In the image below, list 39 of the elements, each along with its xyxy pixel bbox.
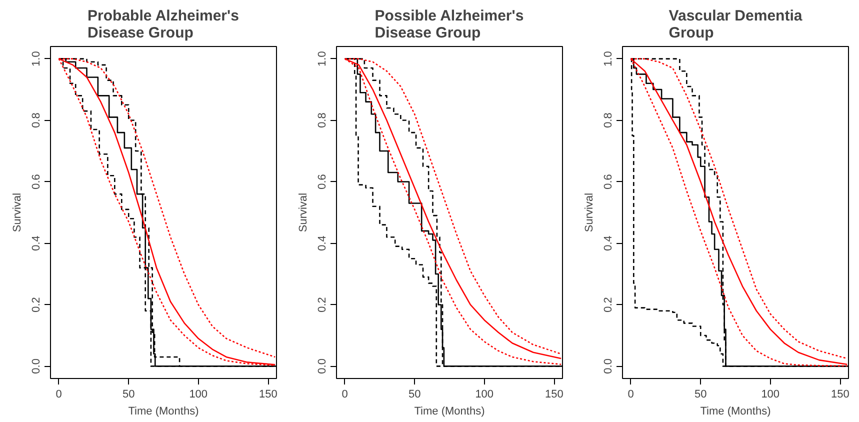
y-tick-label: 1.0 [602, 51, 614, 66]
x-tick-label: 100 [761, 388, 780, 400]
y-tick-label: 0.6 [30, 174, 42, 190]
y-tick-label: 0.4 [30, 236, 42, 251]
x-axis-title: Time (Months) [128, 406, 199, 418]
y-tick-label: 0.8 [316, 112, 328, 128]
chart-title: Probable Alzheimer's Disease Group [88, 8, 239, 42]
y-tick-label: 0.0 [30, 358, 42, 374]
x-tick-label: 0 [342, 388, 348, 400]
x-tick-label: 150 [830, 388, 850, 400]
x-tick-label: 50 [408, 388, 421, 400]
y-tick-label: 0.2 [30, 297, 42, 312]
x-tick-label: 50 [122, 388, 135, 400]
y-axis-title: Survival [584, 192, 596, 232]
x-tick-label: 100 [475, 388, 494, 400]
y-tick-label: 1.0 [30, 51, 42, 66]
x-tick-label: 150 [544, 388, 564, 400]
y-tick-label: 0.2 [316, 297, 328, 312]
y-tick-label: 0.6 [316, 174, 328, 190]
x-tick-label: 100 [189, 388, 208, 400]
x-tick-label: 0 [56, 388, 62, 400]
y-axis-title: Survival [298, 192, 310, 232]
x-axis-title: Time (Months) [700, 406, 771, 418]
chart-title: Vascular Dementia Group [668, 8, 803, 42]
x-tick-label: 50 [694, 388, 707, 400]
y-axis-title: Survival [12, 192, 24, 232]
y-tick-label: 0.8 [30, 112, 42, 128]
y-tick-label: 0.6 [602, 174, 614, 190]
y-tick-label: 0.4 [602, 236, 614, 251]
x-axis-title: Time (Months) [414, 406, 485, 418]
chart-title: Possible Alzheimer's Disease Group [374, 8, 524, 42]
x-tick-label: 150 [258, 388, 278, 400]
y-tick-label: 0.8 [602, 112, 614, 128]
x-tick-label: 0 [628, 388, 634, 400]
y-tick-label: 1.0 [316, 51, 328, 66]
y-tick-label: 0.2 [602, 297, 614, 312]
y-tick-label: 0.4 [316, 236, 328, 251]
y-tick-label: 0.0 [316, 358, 328, 374]
y-tick-label: 0.0 [602, 358, 614, 374]
